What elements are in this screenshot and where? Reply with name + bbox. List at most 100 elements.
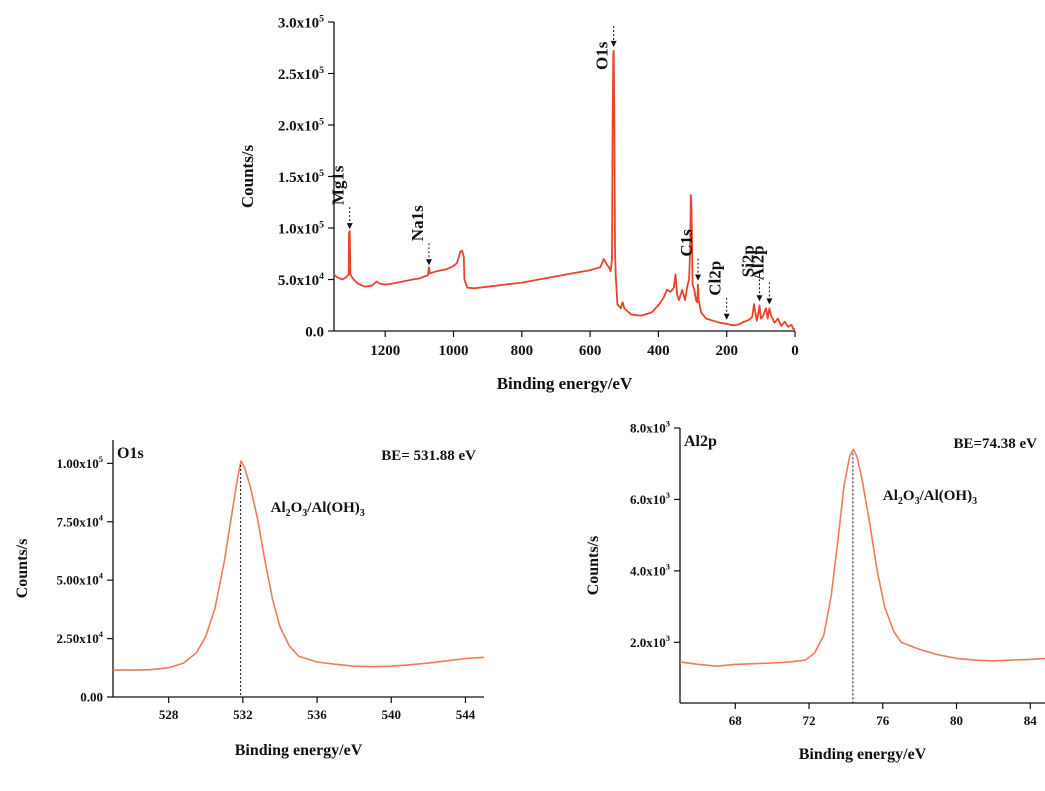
y-axis-title: Counts/s [14, 539, 31, 599]
y-tick-exponent: 4 [99, 512, 104, 522]
y-tick-label: 0.0 [305, 324, 324, 340]
binding-energy-label: BE=74.38 eV [953, 436, 1037, 452]
survey-spectrum-panel: 1200 1000 800 600 400 200 00.05.0x1041.0x1051.… [238, 13, 799, 393]
x-tick-label: 1200 [370, 343, 400, 359]
spectrum-line [113, 460, 485, 671]
x-tick-label: 80 [950, 713, 963, 728]
y-tick-label: 0.00 [80, 690, 103, 705]
binding-energy-label: BE= 531.88 eV [381, 448, 476, 464]
y-tick-label: 1.00x105 [57, 454, 103, 471]
y-tick-label: 2.5x105 [278, 65, 324, 83]
x-tick-label: 600 [579, 343, 602, 359]
spectrum-line [333, 49, 796, 331]
y-tick-exponent: 4 [99, 629, 104, 639]
o1s-spectrum-panel: 528 532 536 540 5440.002.50x1045.00x1047.50x… [14, 440, 485, 759]
compound-part: O [291, 500, 303, 516]
peak-arrowhead [766, 298, 773, 305]
compound-subscript: 3 [972, 496, 977, 507]
y-tick-label: 3.0x105 [278, 13, 324, 31]
y-tick-label: 5.0x104 [278, 271, 324, 289]
peak-arrowhead [346, 223, 353, 230]
spectrum-line [679, 448, 1045, 667]
compound-subscript: 3 [302, 508, 307, 519]
x-tick-label: 68 [729, 713, 743, 728]
y-tick-label: 2.50x104 [57, 629, 104, 646]
peak-label: C1s [677, 229, 696, 257]
peak-arrowhead [723, 313, 730, 320]
y-tick-mantissa: 3.0x10 [278, 15, 319, 31]
y-tick-label: 7.50x104 [57, 512, 104, 529]
y-tick-exponent: 5 [319, 168, 324, 179]
peak-arrowhead [695, 274, 702, 281]
y-tick-mantissa: 1.00x10 [57, 456, 99, 471]
y-tick-mantissa: 7.50x10 [57, 514, 99, 529]
y-tick-exponent: 3 [666, 561, 670, 571]
y-tick-exponent: 3 [666, 490, 670, 500]
y-axis-title: Counts/s [585, 536, 602, 596]
compound-label: Al2O3/Al(OH)3 [271, 500, 365, 519]
x-tick-label: 536 [307, 707, 327, 722]
y-tick-exponent: 5 [319, 116, 324, 127]
y-tick-label: 4.0x103 [630, 561, 670, 578]
panel-corner-label: Al2p [684, 433, 717, 450]
y-tick-mantissa: 0.00 [80, 690, 103, 705]
x-tick-label: 72 [803, 713, 816, 728]
y-tick-label: 1.5x105 [278, 168, 324, 186]
x-tick-label: 544 [456, 707, 476, 722]
peak-arrowhead [610, 40, 617, 47]
y-tick-mantissa: 5.00x10 [57, 573, 99, 588]
y-tick-mantissa: 6.0x10 [630, 492, 666, 507]
y-tick-exponent: 5 [319, 13, 324, 24]
y-tick-mantissa: 5.0x10 [278, 273, 319, 289]
x-axis-title: Binding energy/eV [235, 742, 363, 759]
y-tick-exponent: 5 [319, 65, 324, 76]
y-tick-exponent: 4 [319, 271, 324, 282]
y-tick-mantissa: 1.0x10 [278, 221, 319, 237]
x-tick-label: 532 [233, 707, 253, 722]
y-tick-label: 2.0x105 [278, 116, 324, 134]
peak-label: O1s [593, 41, 612, 70]
compound-subscript: 3 [915, 496, 920, 507]
peak-label: Si2p [738, 245, 757, 277]
x-tick-label: 528 [159, 707, 179, 722]
compound-subscript: 3 [360, 508, 365, 519]
y-tick-exponent: 3 [666, 419, 670, 429]
peak-label: Mg1s [329, 165, 348, 205]
y-tick-mantissa: 0.0 [305, 324, 324, 340]
peak-arrowhead [425, 259, 432, 266]
y-tick-label: 2.0x103 [630, 633, 670, 650]
compound-part: /Al(OH) [306, 500, 360, 516]
y-tick-mantissa: 2.0x10 [278, 118, 319, 134]
y-tick-mantissa: 8.0x10 [630, 421, 666, 436]
y-tick-exponent: 5 [99, 454, 103, 464]
x-axis-title: Binding energy/eV [799, 746, 927, 763]
compound-part: Al [883, 488, 898, 504]
compound-label: Al2O3/Al(OH)3 [883, 488, 977, 507]
x-tick-label: 0 [791, 343, 799, 359]
x-tick-label: 200 [715, 343, 738, 359]
x-tick-label: 800 [511, 343, 534, 359]
compound-part: Al [271, 500, 286, 516]
y-tick-label: 6.0x103 [630, 490, 670, 507]
compound-part: O [903, 488, 915, 504]
al2p-spectrum-panel: 68 72 76 80 842.0x1034.0x1036.0x1038.0x103Bi… [585, 419, 1045, 763]
x-tick-label: 400 [647, 343, 670, 359]
panel-corner-label: O1s [117, 445, 144, 462]
peak-label: Na1s [408, 205, 427, 241]
x-tick-label: 540 [382, 707, 402, 722]
y-tick-label: 5.00x104 [57, 571, 104, 588]
y-tick-exponent: 4 [99, 571, 104, 581]
x-tick-label: 1000 [439, 343, 469, 359]
y-axis-title: Counts/s [238, 144, 257, 208]
x-tick-label: 76 [876, 713, 890, 728]
compound-subscript: 2 [286, 508, 291, 519]
y-tick-exponent: 3 [666, 633, 670, 643]
peak-label: Al2p [748, 245, 767, 280]
y-tick-mantissa: 2.0x10 [630, 635, 666, 650]
x-axis-title: Binding energy/eV [497, 374, 633, 393]
y-tick-label: 8.0x103 [630, 419, 670, 436]
peak-arrowhead [756, 295, 763, 302]
y-tick-mantissa: 4.0x10 [630, 563, 666, 578]
y-tick-mantissa: 2.50x10 [57, 631, 99, 646]
